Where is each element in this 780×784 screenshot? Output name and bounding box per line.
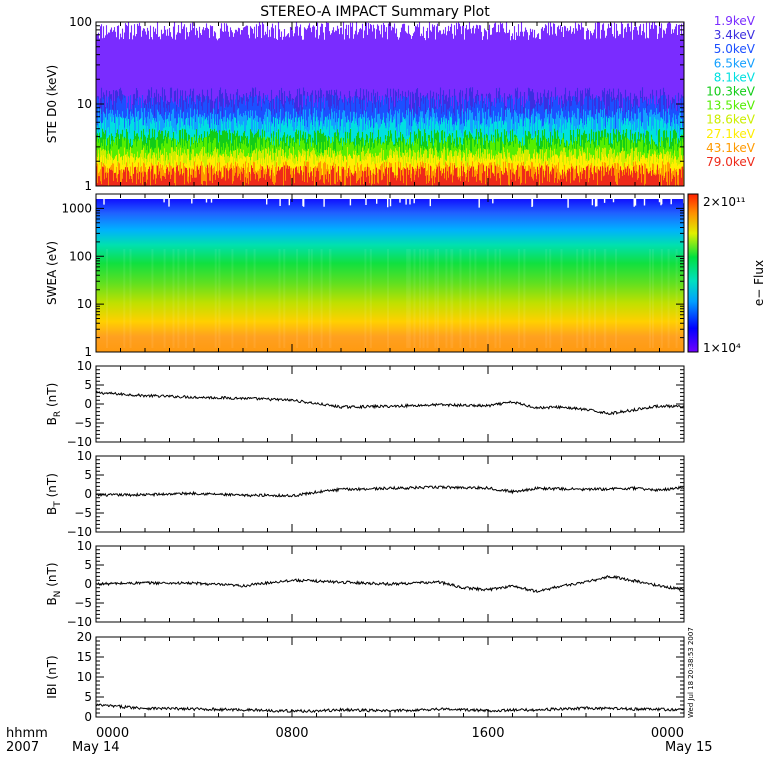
bt-ytick-label: 10 <box>77 449 92 463</box>
swea-ytick-label: 1 <box>84 345 92 359</box>
ste-ylabel: STE D0 (keV) <box>45 65 59 144</box>
br-x-ticks <box>95 366 685 442</box>
bt-ytick-label: −10 <box>67 525 92 539</box>
bn-series-line <box>95 574 685 593</box>
ste-legend-1.9keV: 1.9keV <box>714 14 756 28</box>
bt-ytick-label: 5 <box>84 468 92 482</box>
bmag-ytick-label: 10 <box>77 670 92 684</box>
bmag-frame <box>95 636 685 718</box>
colorbar-min-label: 1×10⁴ <box>703 341 741 355</box>
ste-legend-3.4keV: 3.4keV <box>714 28 756 42</box>
br-series-line <box>95 390 685 416</box>
swea-ytick-label: 10 <box>77 297 92 311</box>
bn-ytick-label: −10 <box>67 615 92 629</box>
ste-legend-6.5keV: 6.5keV <box>714 56 756 70</box>
ste-y-ticks <box>96 21 684 187</box>
bt-ytick-label: 0 <box>84 487 92 501</box>
ste-legend-13.5keV: 13.5keV <box>706 99 756 113</box>
ste-legend-79.0keV: 79.0keV <box>706 155 756 169</box>
panel-fills <box>96 199 684 352</box>
bmag-x-ticks <box>95 637 685 717</box>
chart-marks <box>95 22 685 714</box>
br-frame <box>95 365 685 443</box>
bmag-ytick-label: 15 <box>77 650 92 664</box>
br-y-ticks <box>96 365 684 443</box>
br-ytick-label: 0 <box>84 397 92 411</box>
ste-legend-43.1keV: 43.1keV <box>706 141 756 155</box>
footer-end-date: May 15 <box>665 740 713 755</box>
bmag-series-line <box>95 703 685 714</box>
bt-ytick-label: −5 <box>74 506 92 520</box>
colorbar-title: e− Flux <box>752 260 766 306</box>
swea-ytick-label: 100 <box>69 249 92 263</box>
bt-ylabel: BT (nT) <box>45 473 63 515</box>
xtick-label: 0800 <box>275 726 308 741</box>
ste-x-ticks <box>95 22 685 186</box>
bn-ytick-label: 10 <box>77 539 92 553</box>
ste-legend-18.6keV: 18.6keV <box>706 113 756 127</box>
bmag-ylabel: IBI (nT) <box>45 655 59 698</box>
br-ytick-label: −5 <box>74 416 92 430</box>
ste-legend-8.1keV: 8.1keV <box>714 70 756 84</box>
footer-caption-line2: 2007 <box>6 740 39 755</box>
br-ytick-label: −10 <box>67 435 92 449</box>
panel-axes <box>95 21 685 718</box>
swea-ylabel: SWEA (eV) <box>45 241 59 305</box>
swea-x-ticks <box>95 194 685 352</box>
bmag-y-ticks <box>96 636 684 718</box>
bt-y-ticks <box>96 455 684 533</box>
swea-colorbar <box>687 193 699 353</box>
plot-title: STEREO-A IMPACT Summary Plot <box>260 4 490 20</box>
side-timestamp: Wed Jul 18 20:38:53 2007 <box>687 627 695 718</box>
br-ylabel: BR (nT) <box>45 383 63 426</box>
ste-ytick-label: 100 <box>69 15 92 29</box>
swea-data-gaps <box>103 194 685 208</box>
bmag-ytick-label: 5 <box>84 690 92 704</box>
ste-ytick-label: 10 <box>77 97 92 111</box>
bt-series-line <box>95 485 684 498</box>
footer-caption-line1: hhmm <box>6 726 48 741</box>
xtick-label: 1600 <box>471 726 504 741</box>
ste-ytick-label: 1 <box>84 179 92 193</box>
colorbar-max-label: 2×10¹¹ <box>703 195 746 209</box>
ste-legend-5.0keV: 5.0keV <box>714 42 756 56</box>
br-ytick-label: 5 <box>84 378 92 392</box>
br-ytick-label: 10 <box>77 359 92 373</box>
ste-legend-27.1keV: 27.1keV <box>706 127 756 141</box>
bn-y-ticks <box>96 545 684 623</box>
xtick-label: 0000 <box>96 726 129 741</box>
ste-energy-legend: 1.9keV3.4keV5.0keV6.5keV8.1keV10.3keV13.… <box>706 14 756 169</box>
swea-texture <box>106 249 678 348</box>
bmag-ytick-label: 20 <box>77 630 92 644</box>
bn-ytick-label: 0 <box>84 577 92 591</box>
ste-legend-10.3keV: 10.3keV <box>706 85 756 99</box>
swea-ytick-label: 1000 <box>61 201 92 215</box>
swea-spectrogram <box>96 199 684 352</box>
swea-y-ticks <box>96 193 684 353</box>
footer-start-date: May 14 <box>72 740 120 755</box>
bmag-ytick-label: 0 <box>84 710 92 724</box>
bn-ytick-label: 5 <box>84 558 92 572</box>
bn-ytick-label: −5 <box>74 596 92 610</box>
xtick-label: 0000 <box>651 726 684 741</box>
bn-ylabel: BN (nT) <box>45 562 63 605</box>
